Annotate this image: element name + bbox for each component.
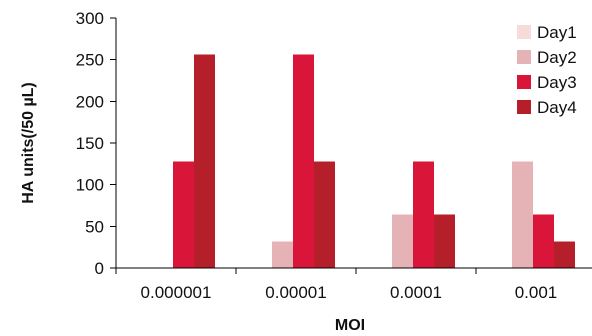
bar-day3-2 (293, 54, 314, 268)
bars-group (173, 54, 575, 268)
x-tick-label: 0.001 (515, 283, 558, 302)
bar-day4-4 (554, 241, 575, 268)
y-tick-label: 50 (85, 217, 104, 236)
y-tick-label: 250 (76, 51, 104, 70)
legend-label-day4: Day4 (537, 98, 577, 117)
x-tick-label: 0.000001 (141, 283, 212, 302)
x-ticks-group: 0.000001 0.00001 0.0001 0.001 (115, 268, 558, 302)
y-tick-label: 100 (76, 176, 104, 195)
legend-swatch-day2 (517, 50, 531, 64)
y-tick-label: 0 (95, 259, 104, 278)
y-axis-title: HA units(/50 µL) (20, 82, 37, 204)
bar-day4-3 (434, 214, 455, 268)
bar-day3-4 (533, 214, 554, 268)
bar-day3-3 (413, 161, 434, 268)
y-tick-label: 150 (76, 134, 104, 153)
legend-label-day2: Day2 (537, 48, 577, 67)
x-axis-title: MOI (335, 317, 365, 331)
y-tick-label: 200 (76, 92, 104, 111)
bar-day2-4 (512, 161, 533, 268)
bar-day4-2 (314, 161, 335, 268)
legend-swatch-day1 (517, 25, 531, 39)
bar-day3-1 (173, 161, 194, 268)
legend: Day1 Day2 Day3 Day4 (517, 23, 577, 117)
legend-label-day1: Day1 (537, 23, 577, 42)
bar-day4-1 (194, 54, 215, 268)
y-tick-label: 300 (76, 9, 104, 28)
legend-label-day3: Day3 (537, 73, 577, 92)
x-tick-label: 0.0001 (390, 283, 442, 302)
legend-swatch-day3 (517, 75, 531, 89)
x-tick-label: 0.00001 (265, 283, 326, 302)
bar-day2-2 (272, 241, 293, 268)
bar-day2-3 (392, 214, 413, 268)
y-ticks-group: 0 50 100 150 200 250 300 (76, 9, 116, 278)
legend-swatch-day4 (517, 100, 531, 114)
